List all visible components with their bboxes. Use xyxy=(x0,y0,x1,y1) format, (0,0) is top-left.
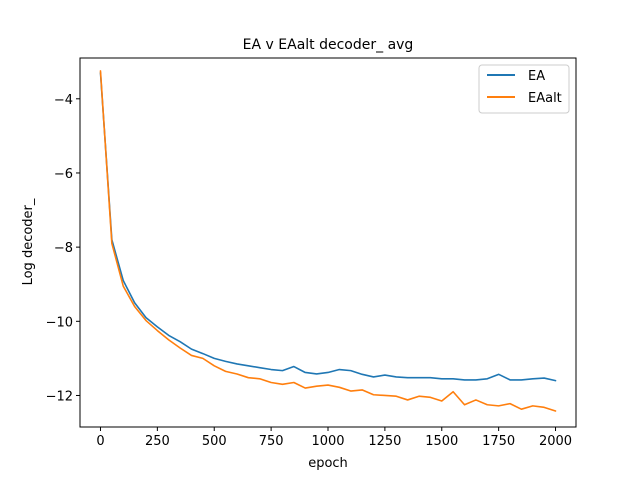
y-tick-label: −4 xyxy=(54,93,73,108)
x-tick-label: 1250 xyxy=(368,434,401,449)
y-tick-label: −10 xyxy=(46,315,73,330)
x-axis-ticks: 0 250 500 750 1000 1250 1500 1750 2000 xyxy=(96,427,572,449)
y-axis-ticks: −4 −6 −8 −10 −12 xyxy=(46,93,80,404)
y-axis-label: Log decoder_ xyxy=(21,198,36,285)
plot-lines xyxy=(99,70,557,412)
x-tick-label: 1500 xyxy=(425,434,458,449)
plot-frame xyxy=(79,57,577,428)
legend: EA EAalt xyxy=(478,64,570,114)
x-tick-label: 750 xyxy=(259,434,284,449)
x-tick-label: 500 xyxy=(202,434,227,449)
series-line-eaalt xyxy=(99,70,557,412)
chart-title: EA v EAalt decoder_ avg xyxy=(243,37,414,53)
x-tick-label: 250 xyxy=(145,434,170,449)
legend-label-ea: EA xyxy=(528,69,545,84)
legend-label-eaalt: EAalt xyxy=(528,91,562,106)
y-tick-label: −6 xyxy=(54,167,73,182)
y-tick-label: −12 xyxy=(46,389,73,404)
x-tick-label: 1750 xyxy=(482,434,515,449)
x-tick-label: 1000 xyxy=(311,434,344,449)
y-tick-label: −8 xyxy=(54,241,73,256)
legend-box xyxy=(478,64,570,114)
x-axis-label: epoch xyxy=(308,456,348,471)
series-line-ea xyxy=(99,72,557,382)
x-tick-label: 0 xyxy=(96,434,104,449)
x-tick-label: 2000 xyxy=(539,434,572,449)
